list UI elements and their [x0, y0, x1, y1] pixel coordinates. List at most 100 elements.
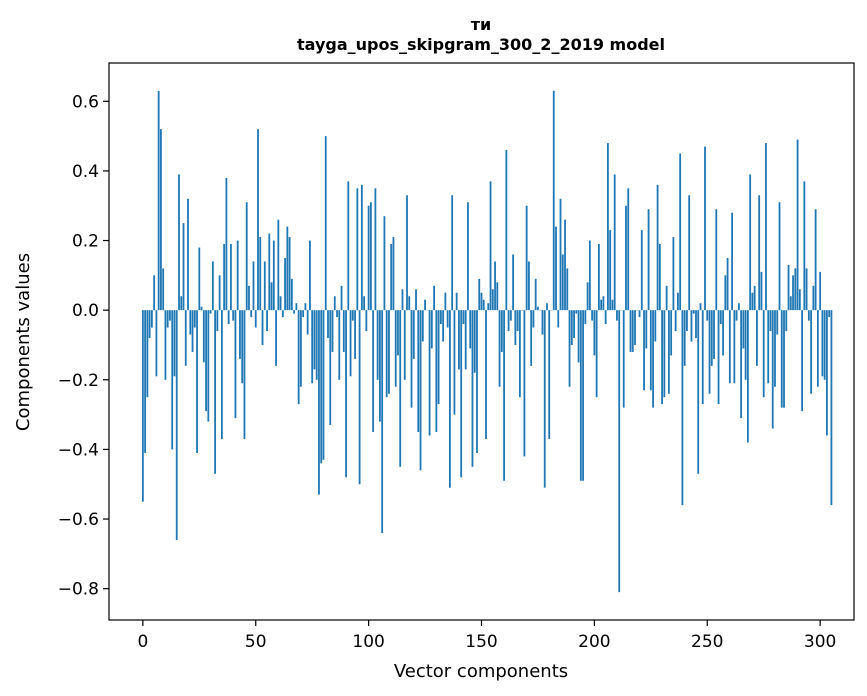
- bar: [166, 310, 169, 328]
- bar: [697, 310, 700, 474]
- bar: [783, 310, 785, 408]
- bar: [180, 296, 183, 311]
- x-tick-label: 300: [804, 632, 836, 652]
- bar: [462, 310, 465, 325]
- bar: [266, 310, 268, 332]
- bar: [830, 310, 833, 506]
- bar: [555, 226, 557, 311]
- bar: [437, 310, 440, 405]
- bar: [272, 240, 275, 311]
- y-tick-label: −0.2: [58, 371, 99, 391]
- bar: [211, 261, 214, 311]
- bar: [557, 310, 560, 328]
- bars-group: [141, 90, 833, 593]
- bar: [230, 244, 232, 311]
- bar: [193, 310, 196, 328]
- bar: [202, 310, 205, 363]
- bar: [268, 233, 271, 311]
- bar: [173, 310, 176, 377]
- bar: [753, 285, 756, 311]
- bar: [157, 90, 160, 311]
- bar: [178, 174, 180, 311]
- bar: [530, 310, 533, 366]
- bar: [284, 257, 286, 311]
- bar: [713, 310, 715, 359]
- bar: [476, 310, 478, 453]
- bar: [408, 296, 411, 311]
- bar: [252, 261, 255, 311]
- bar: [618, 310, 621, 593]
- bar: [444, 292, 447, 311]
- bar: [458, 310, 460, 370]
- bar: [564, 219, 566, 311]
- bar: [523, 310, 526, 457]
- bar: [631, 310, 634, 352]
- bar: [726, 257, 729, 311]
- bar: [767, 310, 770, 384]
- bar: [333, 296, 336, 311]
- bar: [374, 188, 377, 311]
- bar: [514, 310, 517, 345]
- bar: [744, 310, 747, 380]
- bar: [401, 289, 404, 311]
- bar: [731, 212, 733, 311]
- bar: [762, 310, 765, 398]
- bar: [214, 310, 217, 474]
- bar: [491, 289, 494, 311]
- bar: [257, 129, 259, 311]
- bar: [200, 306, 203, 311]
- bar: [403, 310, 406, 380]
- bar: [728, 310, 731, 384]
- bar: [602, 296, 605, 311]
- bar: [525, 205, 528, 311]
- bar: [629, 310, 632, 352]
- bar: [518, 310, 521, 398]
- bar: [218, 275, 221, 311]
- bar: [570, 310, 573, 345]
- bar: [749, 174, 752, 311]
- bar: [647, 209, 650, 311]
- bar: [566, 268, 569, 311]
- bar: [658, 244, 661, 311]
- bar: [175, 310, 178, 540]
- bar: [670, 310, 673, 356]
- bar: [575, 310, 578, 314]
- bar: [155, 310, 158, 377]
- bar: [331, 310, 334, 352]
- bar: [717, 310, 720, 405]
- bar: [469, 310, 472, 349]
- bar: [415, 289, 417, 311]
- bar: [796, 139, 799, 311]
- bar: [758, 195, 761, 311]
- bar: [516, 310, 519, 332]
- bar: [397, 310, 399, 356]
- bar: [821, 310, 824, 377]
- bar: [708, 310, 711, 394]
- bar: [798, 289, 801, 311]
- bar: [494, 261, 496, 311]
- bar: [625, 205, 627, 311]
- bar: [288, 237, 291, 311]
- bar: [248, 285, 250, 311]
- y-tick-label: −0.6: [58, 510, 99, 530]
- bar: [324, 136, 327, 311]
- bar: [153, 275, 156, 311]
- bar: [663, 310, 666, 398]
- bar: [171, 310, 174, 450]
- bar: [505, 150, 508, 311]
- bar: [227, 310, 230, 325]
- bar: [665, 285, 668, 311]
- bar: [677, 292, 679, 311]
- bar: [765, 143, 767, 311]
- bar: [385, 310, 388, 398]
- bar: [338, 310, 341, 380]
- bar: [340, 285, 343, 311]
- bar: [239, 310, 241, 359]
- bar: [187, 198, 189, 311]
- bar: [812, 285, 815, 311]
- bar: [512, 254, 515, 311]
- x-tick-label: 200: [578, 632, 610, 652]
- bar: [686, 310, 688, 332]
- bar: [336, 310, 338, 318]
